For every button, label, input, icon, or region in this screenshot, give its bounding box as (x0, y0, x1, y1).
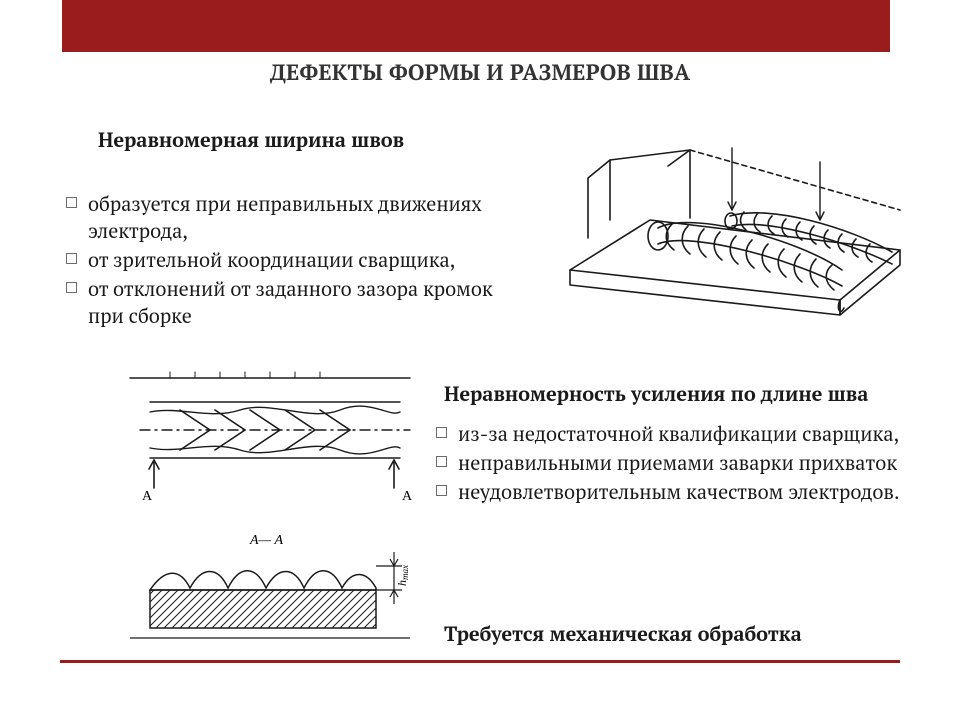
divider (60, 660, 900, 663)
header-banner (62, 0, 890, 52)
list-item: из-за недостаточной квалификации сварщик… (430, 420, 930, 447)
label-A-left: А (142, 489, 153, 504)
list-item: образуется при неправильных движениях эл… (60, 190, 500, 244)
section2-causes: из-за недостаточной квалификации сварщик… (430, 420, 930, 507)
label-section: А— А (249, 533, 284, 548)
section1-heading: Неравномерная ширина швов (98, 126, 404, 153)
figure-plan-view: А А (110, 360, 430, 520)
list-item: неправильными приемами заварки прихваток (430, 449, 930, 476)
label-A-right: А (402, 489, 413, 504)
section1-causes: образуется при неправильных движениях эл… (60, 190, 500, 331)
list-item: от отклонений от заданного зазора кромок… (60, 275, 500, 329)
list-item: неудовлетворительным качеством электродо… (430, 478, 930, 505)
section2-heading: Неравномерность усиления по длине шва (444, 380, 868, 407)
figure-weld-isometric (540, 100, 920, 320)
footer-note: Требуется механическая обработка (444, 620, 802, 647)
list-item: от зрительной координации сварщика, (60, 246, 500, 273)
page-title: ДЕФЕКТЫ ФОРМЫ И РАЗМЕРОВ ШВА (0, 58, 960, 87)
label-hmax: hmax (395, 565, 410, 586)
figure-section-view: А— А hmax (110, 530, 430, 650)
